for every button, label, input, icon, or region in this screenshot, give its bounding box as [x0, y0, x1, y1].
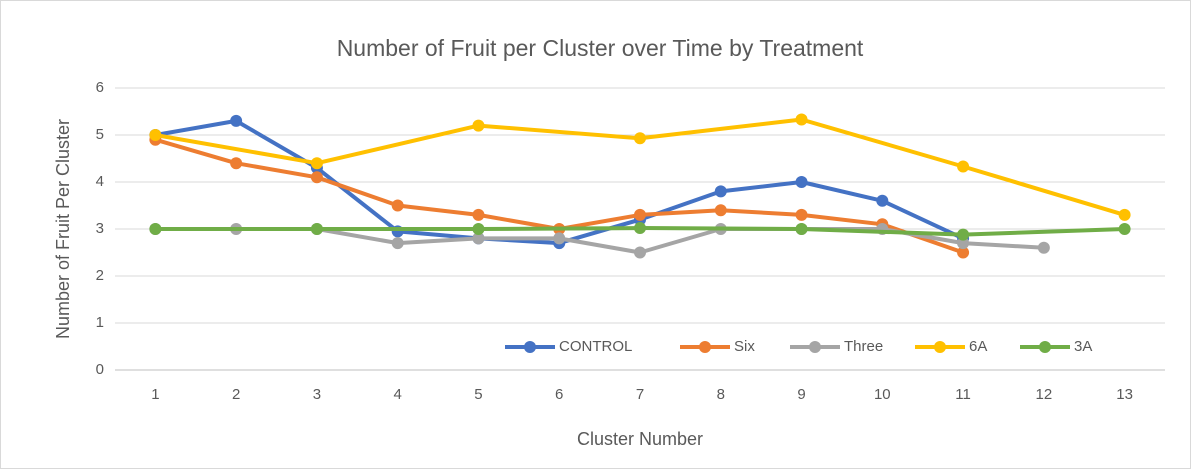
data-point [634, 208, 646, 221]
data-point [876, 194, 889, 207]
x-tick-label: 1 [151, 386, 159, 403]
y-tick-label: 6 [96, 79, 104, 96]
data-point [714, 185, 727, 198]
data-point [391, 199, 404, 212]
data-point [795, 176, 808, 188]
data-point [472, 223, 485, 235]
x-axis-title: Cluster Number [577, 429, 703, 449]
data-point [795, 223, 808, 235]
legend-marker [699, 341, 711, 353]
legend-label: 3A [1074, 338, 1092, 355]
data-point [230, 114, 243, 127]
data-point [310, 223, 323, 235]
legend-marker [524, 341, 536, 353]
legend-label: Six [734, 338, 755, 355]
y-tick-label: 4 [96, 173, 104, 190]
data-point [957, 228, 970, 241]
data-point [553, 232, 566, 245]
data-point [1037, 241, 1050, 254]
y-tick-label: 1 [96, 314, 104, 331]
legend-marker [1039, 341, 1051, 353]
x-tick-label: 4 [394, 386, 402, 403]
y-axis-title: Number of Fruit Per Cluster [53, 119, 73, 339]
data-point [1118, 223, 1131, 235]
x-tick-label: 9 [797, 386, 805, 403]
x-tick-label: 7 [636, 386, 644, 403]
x-tick-label: 13 [1116, 386, 1133, 403]
legend-label: 6A [969, 338, 987, 355]
x-tick-label: 8 [717, 386, 725, 403]
data-point [149, 223, 162, 235]
data-point [472, 119, 485, 132]
data-point [472, 232, 485, 245]
y-tick-label: 2 [96, 267, 104, 284]
x-tick-label: 12 [1036, 386, 1053, 403]
data-point [310, 157, 323, 170]
data-point [472, 208, 485, 221]
x-tick-label: 11 [955, 386, 971, 403]
y-tick-label: 5 [96, 126, 104, 143]
data-point [230, 157, 243, 170]
legend-label: Three [844, 338, 883, 355]
data-point [957, 237, 970, 250]
x-tick-label: 10 [874, 386, 891, 403]
y-tick-label: 3 [96, 220, 104, 237]
x-tick-label: 3 [313, 386, 321, 403]
legend-label: CONTROL [559, 338, 632, 355]
data-point [391, 237, 404, 250]
data-point [795, 113, 808, 126]
data-point [634, 132, 646, 145]
legend-marker [934, 341, 946, 353]
data-point [795, 208, 808, 221]
x-tick-label: 5 [474, 386, 482, 403]
data-point [634, 222, 646, 235]
data-point [149, 129, 162, 141]
data-point [634, 246, 646, 259]
legend-marker [809, 341, 821, 353]
x-tick-label: 6 [555, 386, 563, 403]
data-point [957, 246, 970, 259]
data-point [957, 160, 970, 173]
x-tick-label: 2 [232, 386, 240, 403]
data-point [310, 171, 323, 184]
data-point [714, 204, 727, 217]
y-tick-label: 0 [96, 361, 104, 378]
chart-title: Number of Fruit per Cluster over Time by… [337, 35, 864, 61]
data-point [1118, 208, 1131, 221]
